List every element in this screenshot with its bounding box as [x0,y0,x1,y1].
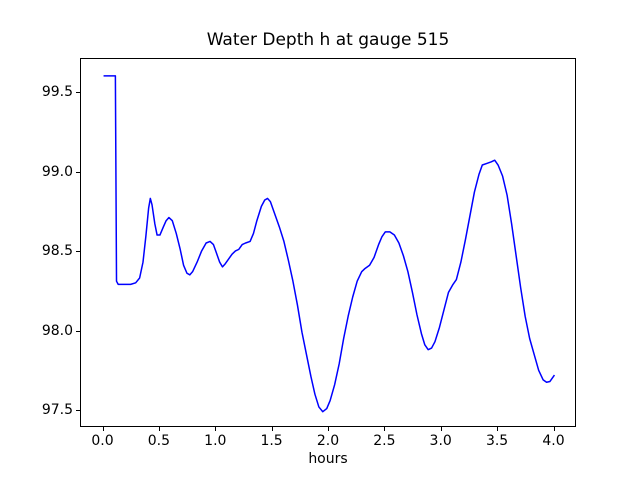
water-depth-h-gauge-515-line [103,74,556,413]
x-tick-label: 0.5 [147,433,171,449]
x-tick-label: 1.0 [204,433,227,449]
y-tick-label: 98.5 [41,243,73,260]
y-tick-label: 99.0 [41,163,73,180]
x-tick-label: 3.5 [485,433,509,449]
y-tick-mark [76,410,80,412]
x-tick-label: 2.5 [373,433,396,449]
x-tick-mark [328,427,329,432]
y-tick-mark [76,251,80,253]
x-axis-label: hours [308,451,348,467]
x-tick-label: 2.0 [316,433,340,449]
y-tick-mark [76,171,80,173]
y-tick-label: 97.5 [41,402,73,419]
x-tick-label: 1.5 [260,433,283,449]
x-tick-label: 0.0 [91,433,114,449]
x-tick-mark [215,427,217,432]
x-tick-label: 3.0 [429,433,452,449]
y-tick-label: 99.5 [41,84,73,100]
y-tick-mark [76,330,80,332]
y-tick-mark [76,92,80,93]
y-tick-label: 98.0 [41,322,73,339]
x-tick-label: 4.0 [542,433,565,449]
line-chart-canvas [103,74,556,413]
x-tick-mark [158,427,160,432]
x-tick-mark [497,427,499,432]
x-tick-mark [440,427,442,432]
chart-title: Water Depth h at gauge 515 [206,30,450,50]
x-tick-mark [271,427,273,432]
x-tick-mark [384,427,386,432]
plot-area [80,57,576,428]
x-tick-mark [553,427,555,432]
x-tick-mark [102,427,104,432]
